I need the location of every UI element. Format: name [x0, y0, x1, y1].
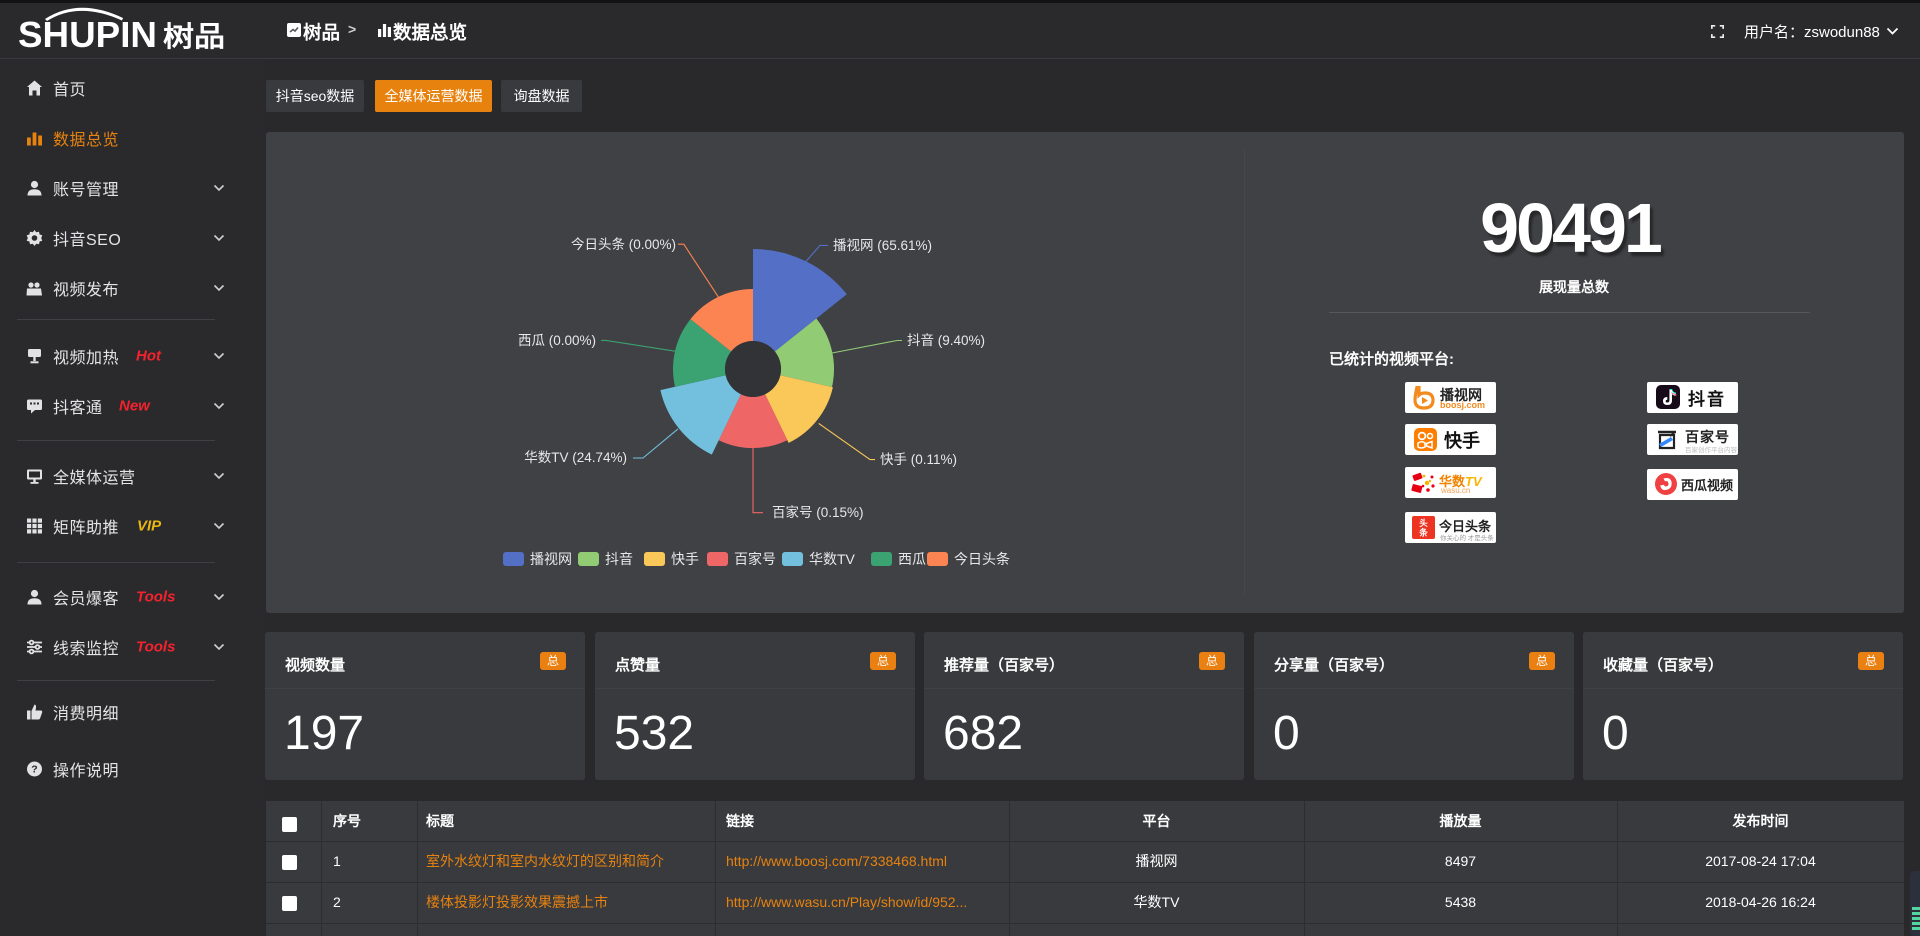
- svg-text:华数TV: 华数TV: [809, 551, 856, 567]
- svg-text:今日头条: 今日头条: [954, 551, 1010, 567]
- svg-text:快手 (0.11%): 快手 (0.11%): [880, 452, 957, 467]
- svg-text:头: 头: [1419, 518, 1428, 528]
- svg-text:今日头条 (0.00%): 今日头条 (0.00%): [571, 236, 676, 252]
- svg-text:百家号: 百家号: [734, 551, 776, 567]
- svg-text:抖音: 抖音: [605, 551, 633, 567]
- svg-text:西瓜 (0.00%): 西瓜 (0.00%): [518, 333, 596, 348]
- svg-text:播视网 (65.61%): 播视网 (65.61%): [833, 238, 932, 253]
- svg-text:抖音 (9.40%): 抖音 (9.40%): [907, 332, 985, 348]
- svg-text:播视网: 播视网: [530, 551, 572, 567]
- svg-text:树品: 树品: [163, 21, 225, 52]
- svg-text:西瓜: 西瓜: [898, 551, 926, 567]
- svg-text:?: ?: [31, 764, 37, 776]
- svg-text:SHUPIN: SHUPIN: [18, 14, 157, 53]
- svg-text:条: 条: [1419, 528, 1428, 538]
- svg-text:快手: 快手: [671, 551, 699, 567]
- svg-text:华数TV (24.74%): 华数TV (24.74%): [524, 450, 627, 465]
- svg-text:百家号 (0.15%): 百家号 (0.15%): [772, 504, 864, 520]
